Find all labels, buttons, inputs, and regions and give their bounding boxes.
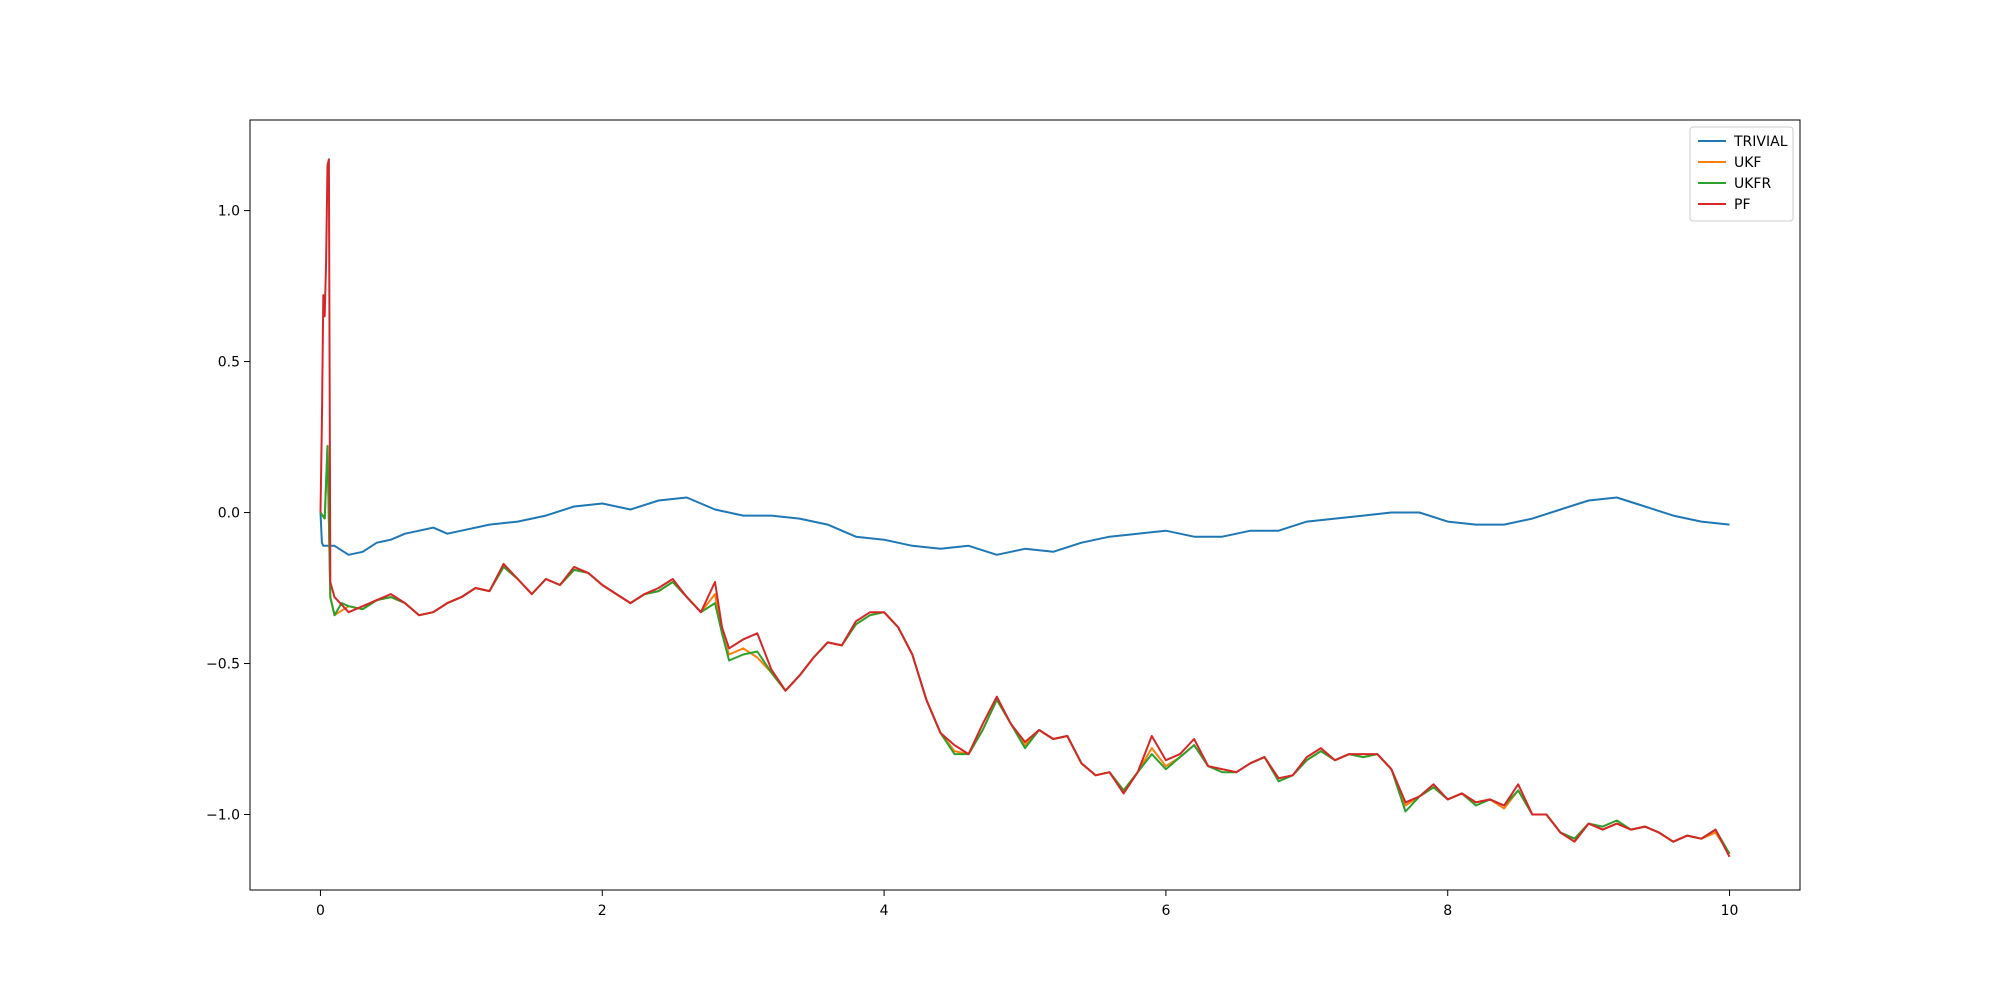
x-tick-label: 2 bbox=[598, 903, 607, 919]
y-tick-label: 0.5 bbox=[218, 355, 240, 371]
legend: TRIVIAL UKF UKFR PF bbox=[1689, 126, 1794, 222]
series-line-ukfr bbox=[319, 445, 1731, 855]
legend-box bbox=[1689, 126, 1794, 222]
y-tick-label: −1.0 bbox=[206, 808, 240, 824]
x-tick-label: 6 bbox=[1161, 903, 1170, 919]
x-tick-label: 8 bbox=[1443, 903, 1452, 919]
legend-label-ukfr: UKFR bbox=[1734, 176, 1771, 192]
x-tick-label: 4 bbox=[880, 903, 889, 919]
x-axis: 0 2 4 6 8 10 bbox=[316, 890, 1738, 919]
series-layer bbox=[319, 158, 1731, 858]
x-tick-label: 10 bbox=[1721, 903, 1739, 919]
y-axis: −1.0 −0.5 0.0 0.5 1.0 bbox=[206, 204, 250, 824]
y-tick-label: 0.0 bbox=[218, 506, 240, 522]
x-tick-label: 0 bbox=[316, 903, 325, 919]
plot-frame bbox=[249, 119, 1801, 891]
legend-label-pf: PF bbox=[1734, 197, 1751, 213]
series-line-trivial bbox=[319, 496, 1730, 556]
series-line-pf bbox=[319, 158, 1731, 858]
legend-label-trivial: TRIVIAL bbox=[1733, 134, 1788, 150]
y-tick-label: 1.0 bbox=[218, 204, 240, 220]
y-tick-label: −0.5 bbox=[206, 657, 240, 673]
legend-label-ukf: UKF bbox=[1734, 155, 1761, 171]
